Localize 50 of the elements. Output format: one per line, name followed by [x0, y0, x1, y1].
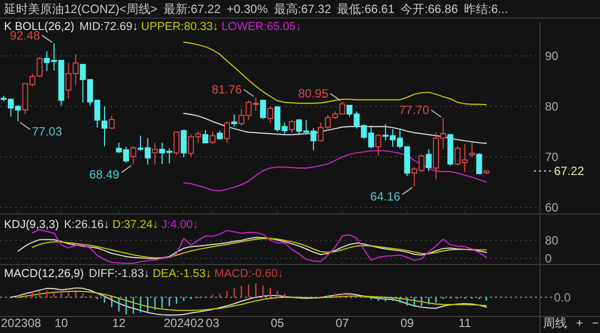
line-series: [183, 150, 487, 192]
text: −: [592, 316, 600, 330]
series-label: UPPER:80.33↓: [141, 21, 218, 33]
y-tick-label: 90: [545, 48, 559, 63]
x-tick-label: 03: [206, 316, 220, 330]
x-tick-label: 09: [400, 316, 414, 330]
x-tick-label: 11: [458, 316, 472, 330]
ref-line-label: 0.0: [554, 290, 572, 304]
candlestick: [102, 106, 108, 147]
text: LOWER:65.05↓: [222, 21, 302, 33]
y-tick-label: 80: [545, 233, 559, 248]
series-label: DIFF:-1.83↓: [88, 268, 150, 280]
chart-title: KDJ(9,3,3): [4, 219, 60, 231]
candlestick: [152, 142, 158, 165]
series-label: K:26.16↓: [64, 219, 110, 231]
line-series: [183, 42, 487, 106]
x-tick-label: 202402: [164, 316, 204, 330]
ref-line-label: 67.22: [554, 164, 584, 178]
annotation: 77.03: [32, 124, 62, 138]
annotation: 77.70: [399, 103, 430, 118]
x-tick-label: 05: [270, 316, 284, 330]
text: 最高:67.32: [274, 2, 332, 16]
text: 最低:66.61: [337, 2, 395, 16]
series-label: J:4.00↓: [161, 219, 198, 231]
text: +: [576, 316, 584, 330]
y-tick-label: 80: [545, 99, 559, 114]
line-series: [32, 229, 487, 264]
text: 今开:66.86: [400, 2, 458, 16]
line-series: [183, 112, 487, 144]
text: +0.30%: [226, 2, 268, 16]
y-tick-label: 60: [545, 200, 559, 214]
x-tick-label: 10: [54, 316, 68, 330]
x-tick-label: 202308: [1, 316, 42, 330]
text: 昨结:6...: [464, 2, 508, 16]
annotation: 80.95: [298, 86, 329, 101]
x-tick-label: 12: [112, 316, 126, 330]
chart-title: MACD(12,26,9): [4, 268, 84, 280]
text: 周线: [543, 316, 567, 330]
y-tick-label: 70: [545, 150, 559, 164]
annotation: 68.49: [89, 168, 120, 182]
text: DEA:-1.53↓: [152, 268, 212, 280]
x-tick-label: 07: [336, 316, 350, 330]
annotation: 64.16: [370, 189, 401, 204]
text: 最新:67.22: [163, 2, 222, 16]
text: MID:72.69↓: [79, 21, 138, 33]
y-tick-label: 0: [545, 251, 552, 266]
text: 延时美原油12(CONZ)<周线>: [3, 2, 158, 16]
series-label: D:37.24↓: [112, 219, 158, 231]
series-label: MACD:-0.60↓: [214, 268, 284, 280]
annotation: 81.76: [212, 82, 242, 96]
